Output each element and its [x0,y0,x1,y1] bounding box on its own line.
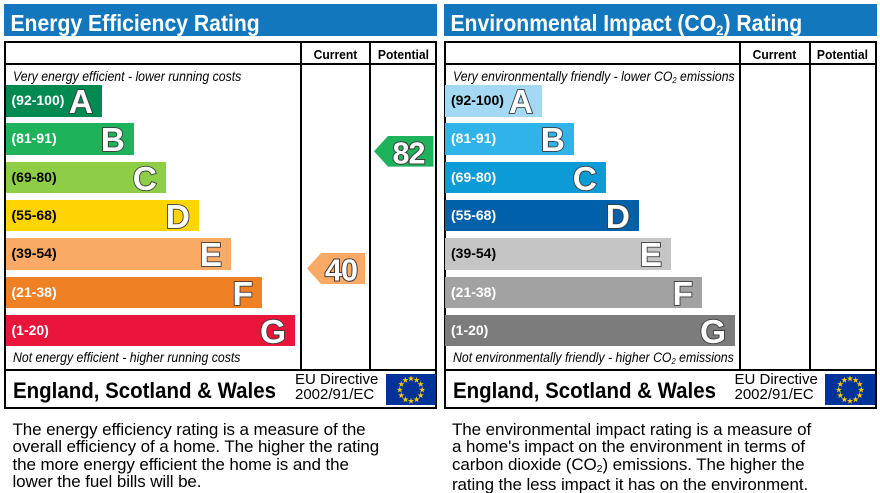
svg-text:A: A [69,85,93,117]
svg-text:D: D [166,200,190,232]
svg-text:G: G [260,315,286,347]
svg-text:E: E [639,238,661,270]
svg-text:D: D [605,200,629,232]
svg-text:40: 40 [325,254,357,284]
svg-text:82: 82 [393,136,425,166]
svg-text:C: C [133,162,157,194]
svg-text:A: A [508,85,532,117]
svg-text:B: B [540,123,564,155]
svg-text:F: F [672,277,692,309]
svg-text:B: B [101,123,125,155]
svg-text:F: F [233,277,253,309]
svg-text:G: G [699,315,725,347]
svg-text:E: E [200,238,222,270]
svg-text:C: C [572,162,596,194]
